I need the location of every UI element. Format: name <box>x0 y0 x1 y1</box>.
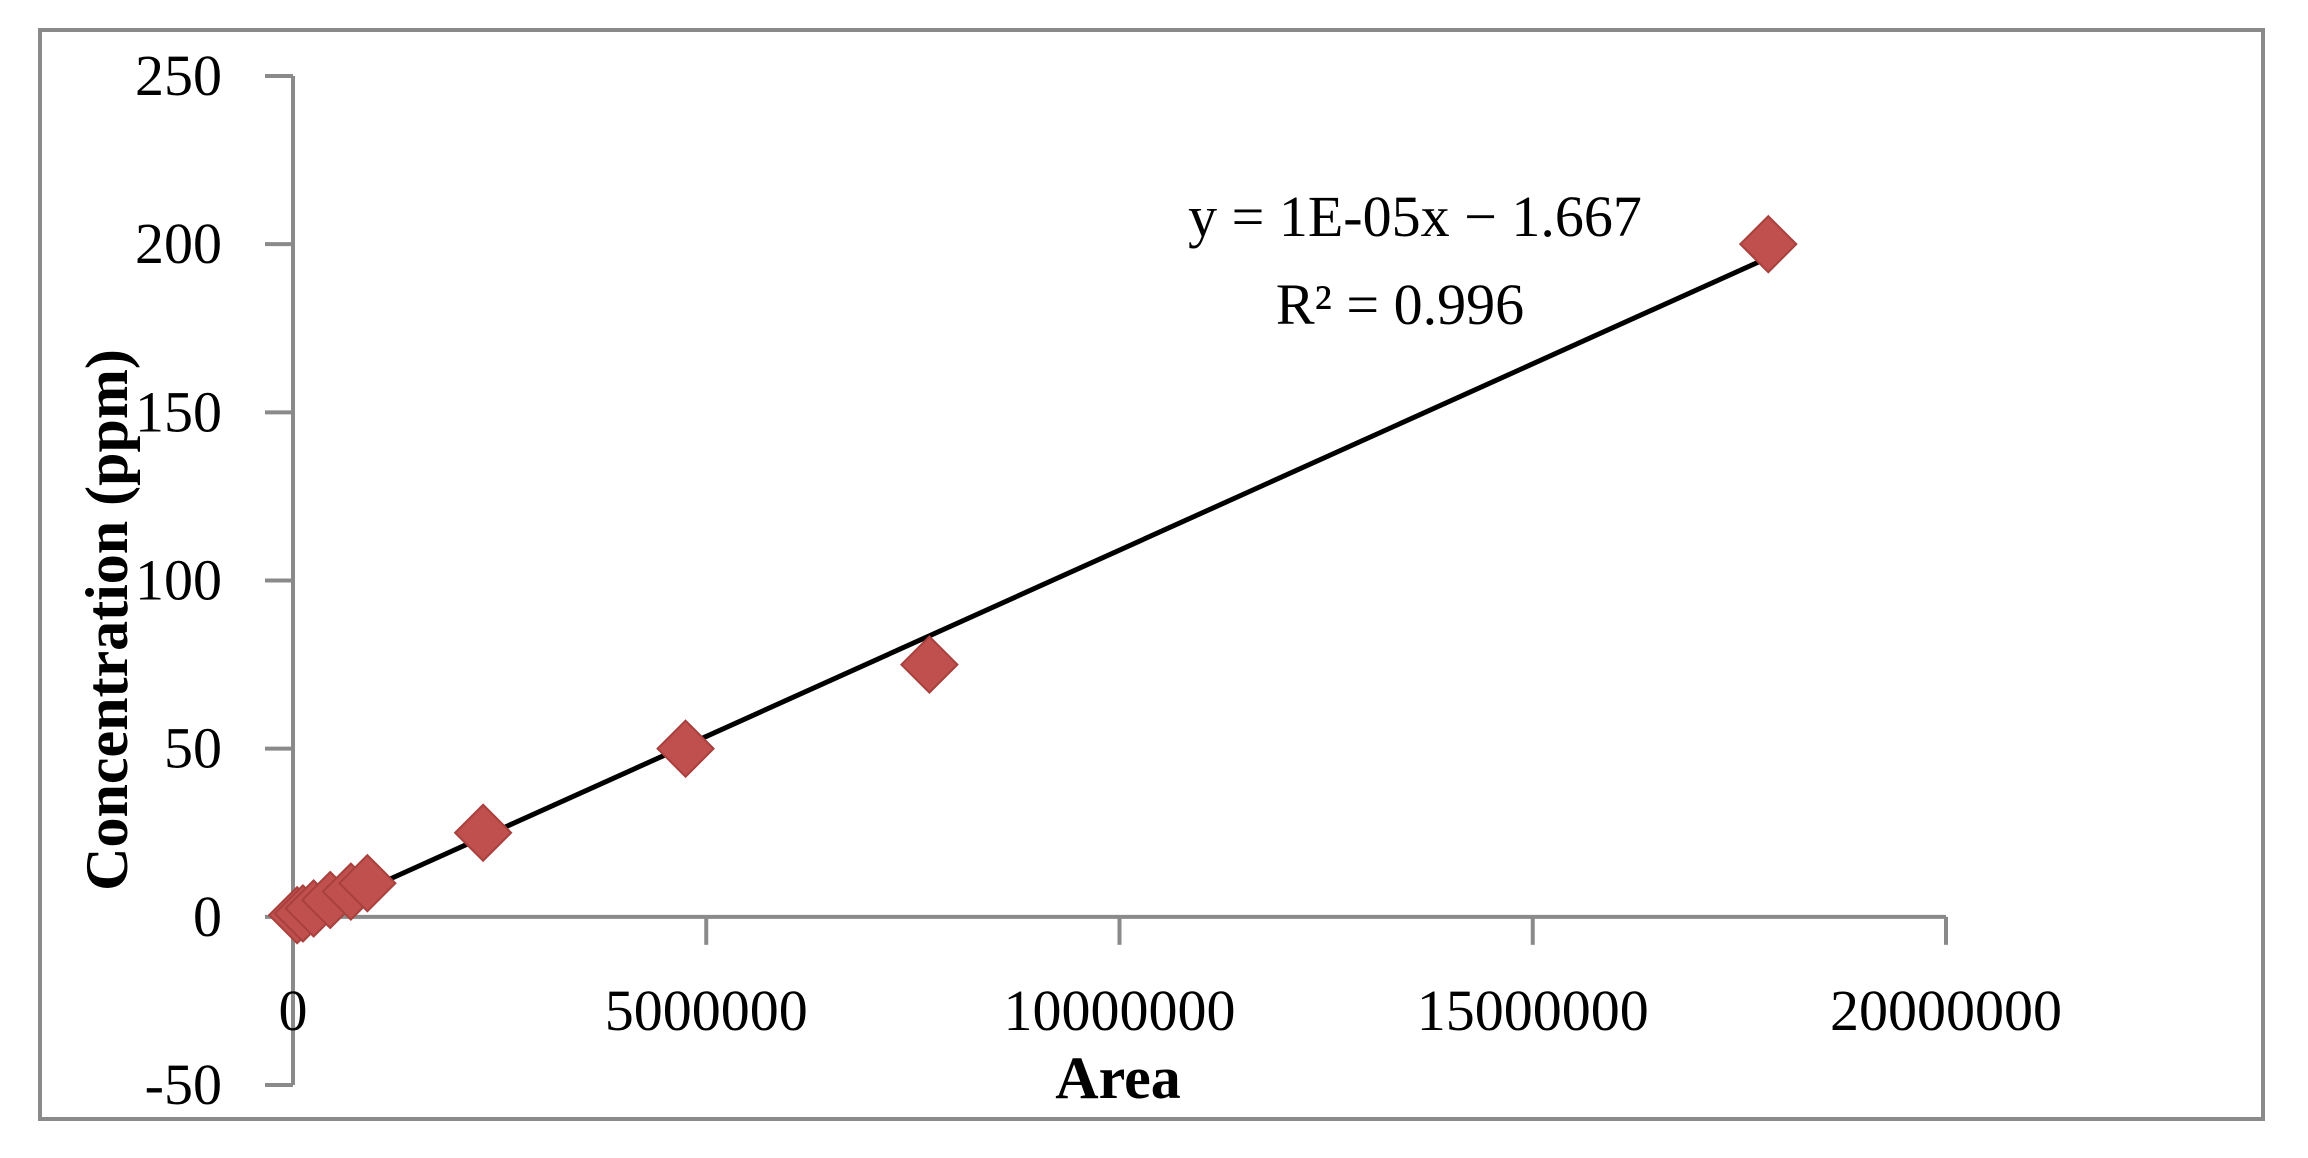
data-points <box>267 214 1798 945</box>
trendline-equation: y = 1E-05x − 1.667 <box>1188 184 1642 249</box>
y-tick-label: 0 <box>193 884 222 949</box>
data-point <box>1738 214 1798 274</box>
data-point <box>899 635 959 694</box>
x-tick-label: 5000000 <box>605 978 808 1043</box>
x-tick-label: 10000000 <box>1004 978 1236 1043</box>
y-axis-ticks: -50 0 50 100 150 200 250 <box>135 43 293 1117</box>
data-point <box>656 719 716 779</box>
data-point <box>453 803 513 863</box>
y-tick-label: 200 <box>135 211 222 276</box>
trendline-r-squared: R² = 0.996 <box>1276 272 1524 337</box>
y-tick-label: 50 <box>164 716 222 781</box>
chart-frame <box>38 28 2265 1121</box>
x-tick-label: 20000000 <box>1830 978 2062 1043</box>
x-tick-label: 0 <box>279 978 308 1043</box>
y-axis-title: Concentration (ppm) <box>74 349 140 891</box>
y-tick-label: 250 <box>135 43 222 108</box>
x-tick-label: 15000000 <box>1417 978 1649 1043</box>
y-tick-label: -50 <box>145 1052 222 1117</box>
x-axis-ticks: 0 5000000 10000000 15000000 20000000 <box>279 916 2062 1043</box>
trendline-layer <box>296 255 1770 924</box>
data-point <box>337 853 397 913</box>
y-tick-label: 100 <box>135 548 222 613</box>
y-tick-label: 150 <box>135 379 222 444</box>
x-axis-title: Area <box>1055 1045 1181 1111</box>
trendline <box>296 255 1770 924</box>
